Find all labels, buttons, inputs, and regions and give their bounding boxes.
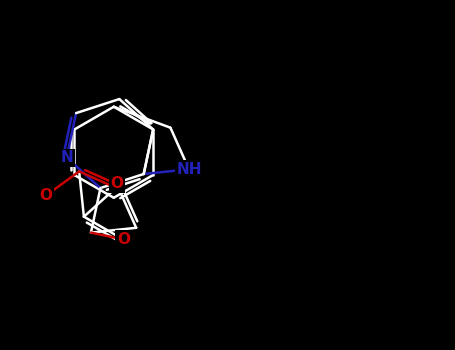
Text: O: O bbox=[117, 232, 130, 247]
Text: NH: NH bbox=[176, 162, 202, 177]
Text: O: O bbox=[40, 188, 52, 203]
Text: N: N bbox=[60, 150, 73, 165]
Text: O: O bbox=[110, 176, 123, 191]
